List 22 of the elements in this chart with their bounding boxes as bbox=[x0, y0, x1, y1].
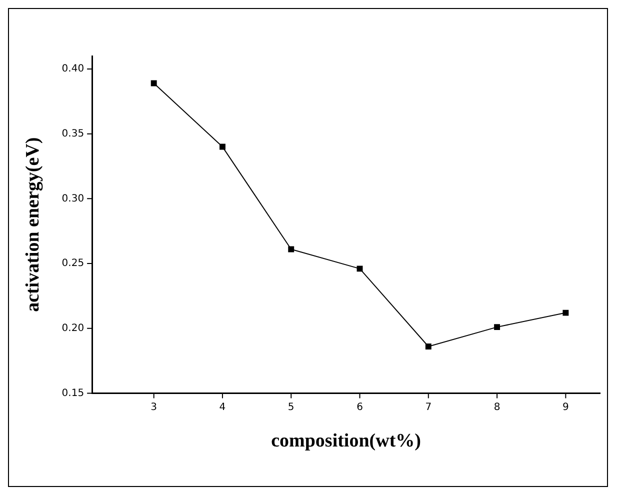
point bbox=[562, 310, 569, 316]
y-tick-label: 0.15 bbox=[62, 388, 84, 399]
point bbox=[356, 266, 363, 272]
point bbox=[494, 324, 500, 330]
y-tick-label: 0.25 bbox=[62, 258, 84, 270]
x-tick-label: 7 bbox=[425, 402, 432, 413]
x-tick-label: 6 bbox=[356, 402, 363, 413]
y-tick-label: 0.35 bbox=[62, 128, 84, 140]
y-axis-title: activation energy(eV) bbox=[22, 137, 44, 312]
point bbox=[220, 144, 226, 150]
x-tick-label: 4 bbox=[219, 402, 226, 413]
y-tick-label: 0.20 bbox=[62, 322, 84, 334]
point bbox=[425, 344, 432, 350]
y-tick-label: 0.30 bbox=[62, 193, 84, 204]
x-tick-label: 8 bbox=[494, 402, 500, 413]
point bbox=[288, 246, 294, 252]
x-tick-label: 3 bbox=[150, 402, 158, 413]
x-axis-title: composition(wt%) bbox=[271, 430, 421, 452]
y-tick-label: 0.40 bbox=[62, 64, 84, 75]
point bbox=[150, 80, 157, 86]
x-tick-label: 5 bbox=[288, 402, 294, 413]
x-tick-label: 9 bbox=[562, 402, 569, 413]
